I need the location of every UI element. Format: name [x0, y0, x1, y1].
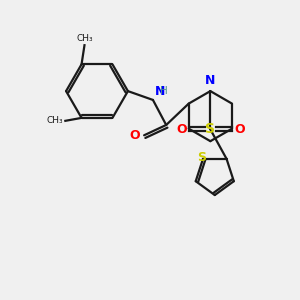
- Text: S: S: [206, 122, 215, 136]
- Text: O: O: [234, 123, 244, 136]
- Text: O: O: [176, 123, 187, 136]
- Text: CH₃: CH₃: [76, 34, 93, 43]
- Text: N: N: [205, 74, 215, 87]
- Text: O: O: [129, 129, 140, 142]
- Text: S: S: [197, 151, 206, 164]
- Text: H: H: [160, 85, 168, 95]
- Text: CH₃: CH₃: [47, 116, 63, 125]
- Text: N: N: [154, 85, 165, 98]
